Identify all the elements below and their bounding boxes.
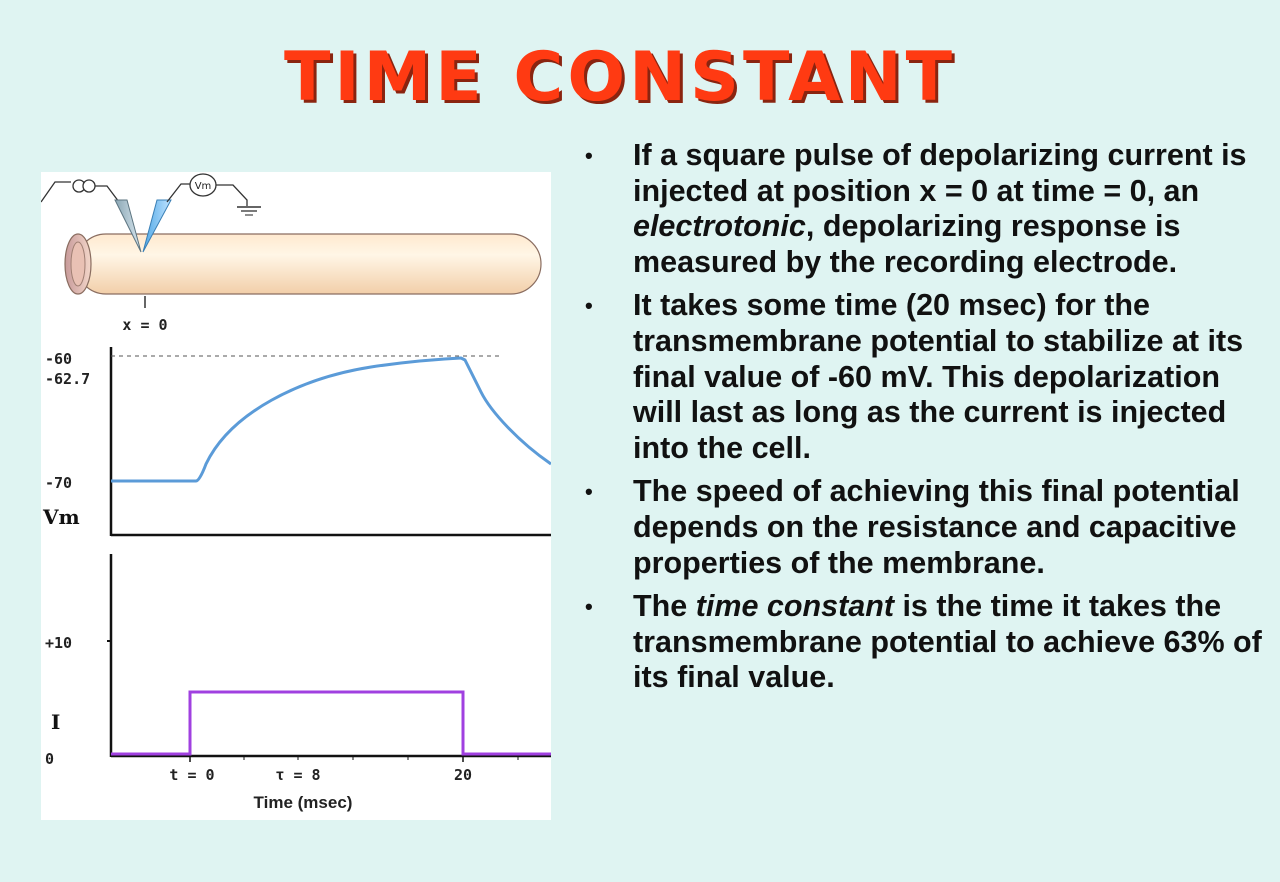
current-graph: +10 0 I t = 0 τ = 8 20 Time (msec) <box>45 554 551 812</box>
slide-title: TIME CONSTANT <box>283 38 957 117</box>
bullet-text: is the time it takes the transmembrane p… <box>633 589 1262 695</box>
stimulating-electrode <box>41 179 142 253</box>
recording-electrode: Vm <box>142 173 261 253</box>
time-constant-figure: Vm x = 0 -60 -62.7 -70 Vm +10 0 I <box>41 172 551 820</box>
bullet-item: • The speed of achieving this final poten… <box>585 474 1265 581</box>
vm-axis-label: Vm <box>42 505 80 529</box>
figure-svg: Vm x = 0 -60 -62.7 -70 Vm +10 0 I <box>41 173 551 812</box>
vm-graph: -60 -62.7 -70 Vm <box>42 347 551 537</box>
time-tick-20: 20 <box>454 766 472 784</box>
current-axis-label: I <box>51 710 60 734</box>
current-pulse <box>111 690 551 756</box>
bullet-list: • If a square pulse of depolarizing curre… <box>585 138 1265 704</box>
bullet-marker: • <box>585 479 593 505</box>
bullet-item: • If a square pulse of depolarizing curre… <box>585 138 1265 280</box>
axon-cylinder <box>64 233 542 295</box>
bullet-emphasis: electrotonic <box>633 209 806 244</box>
current-tick-plus10: +10 <box>45 634 72 652</box>
bullet-marker: • <box>585 594 593 620</box>
bullet-text: It takes some time (20 msec) for the tra… <box>633 288 1244 465</box>
bullet-text: The speed of achieving this final potent… <box>633 474 1240 580</box>
vm-tick-minus62-7: -62.7 <box>45 370 90 388</box>
time-tick-t0: t = 0 <box>169 766 214 784</box>
position-label: x = 0 <box>122 316 167 334</box>
bullet-marker: • <box>585 293 593 319</box>
vm-trace <box>111 356 551 483</box>
bullet-item: • It takes some time (20 msec) for the tr… <box>585 288 1265 466</box>
bullet-emphasis: time constant <box>695 589 894 624</box>
bullet-item: • The time constant is the time it takes … <box>585 589 1265 696</box>
vm-tick-minus70: -70 <box>45 474 72 492</box>
vm-tick-minus60: -60 <box>45 350 72 368</box>
time-axis-title: Time (msec) <box>254 793 353 812</box>
bullet-text: If a square pulse of depolarizing curren… <box>633 138 1247 208</box>
bullet-marker: • <box>585 143 593 168</box>
time-tick-tau: τ = 8 <box>275 766 320 784</box>
bullet-text: , depolarizing response is measured by t… <box>633 209 1181 279</box>
meter-label: Vm <box>195 181 212 192</box>
current-tick-zero: 0 <box>45 750 54 768</box>
bullet-text: The <box>633 589 696 624</box>
